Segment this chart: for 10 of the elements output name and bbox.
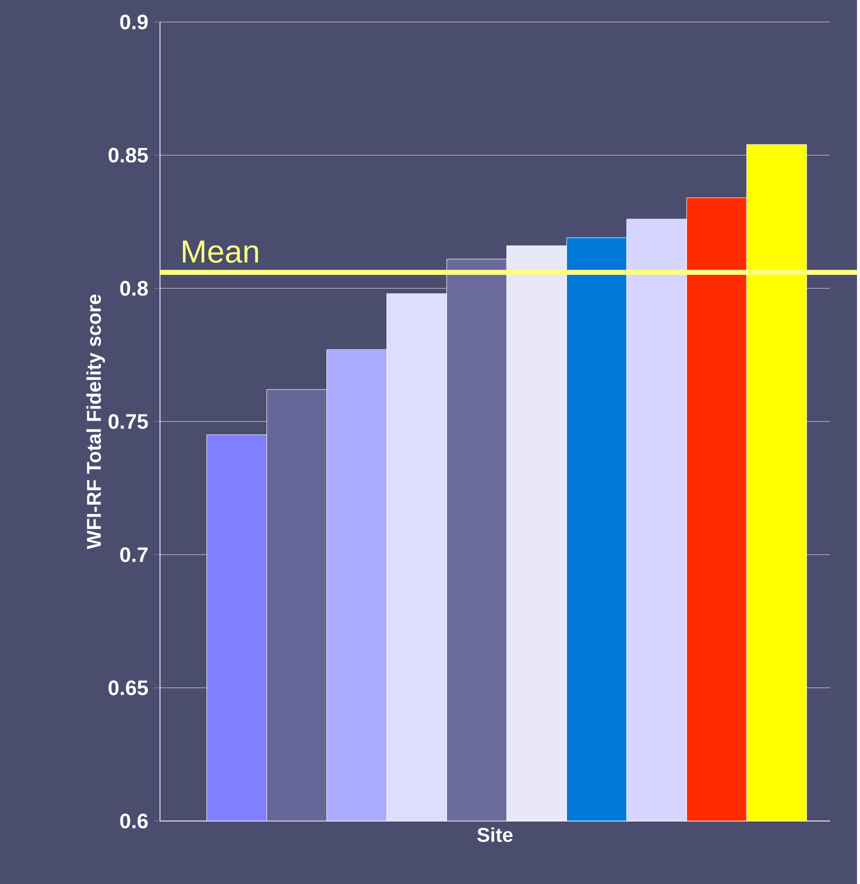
- y-axis-title: WFI-RF Total Fidelity score: [86, 294, 106, 550]
- ref-line-label: Mean: [183, 240, 258, 263]
- y-tick-label: 0.8: [120, 280, 148, 296]
- x-axis-title: Site: [478, 827, 513, 842]
- y-tick-label: 0.75: [108, 414, 148, 429]
- y-tick-label: 0.6: [120, 814, 148, 828]
- y-tick-label: 0.9: [120, 14, 148, 30]
- y-tick-label: 0.7: [120, 547, 148, 562]
- y-tick-label: 0.65: [108, 680, 148, 696]
- y-tick-label: 0.85: [108, 148, 148, 163]
